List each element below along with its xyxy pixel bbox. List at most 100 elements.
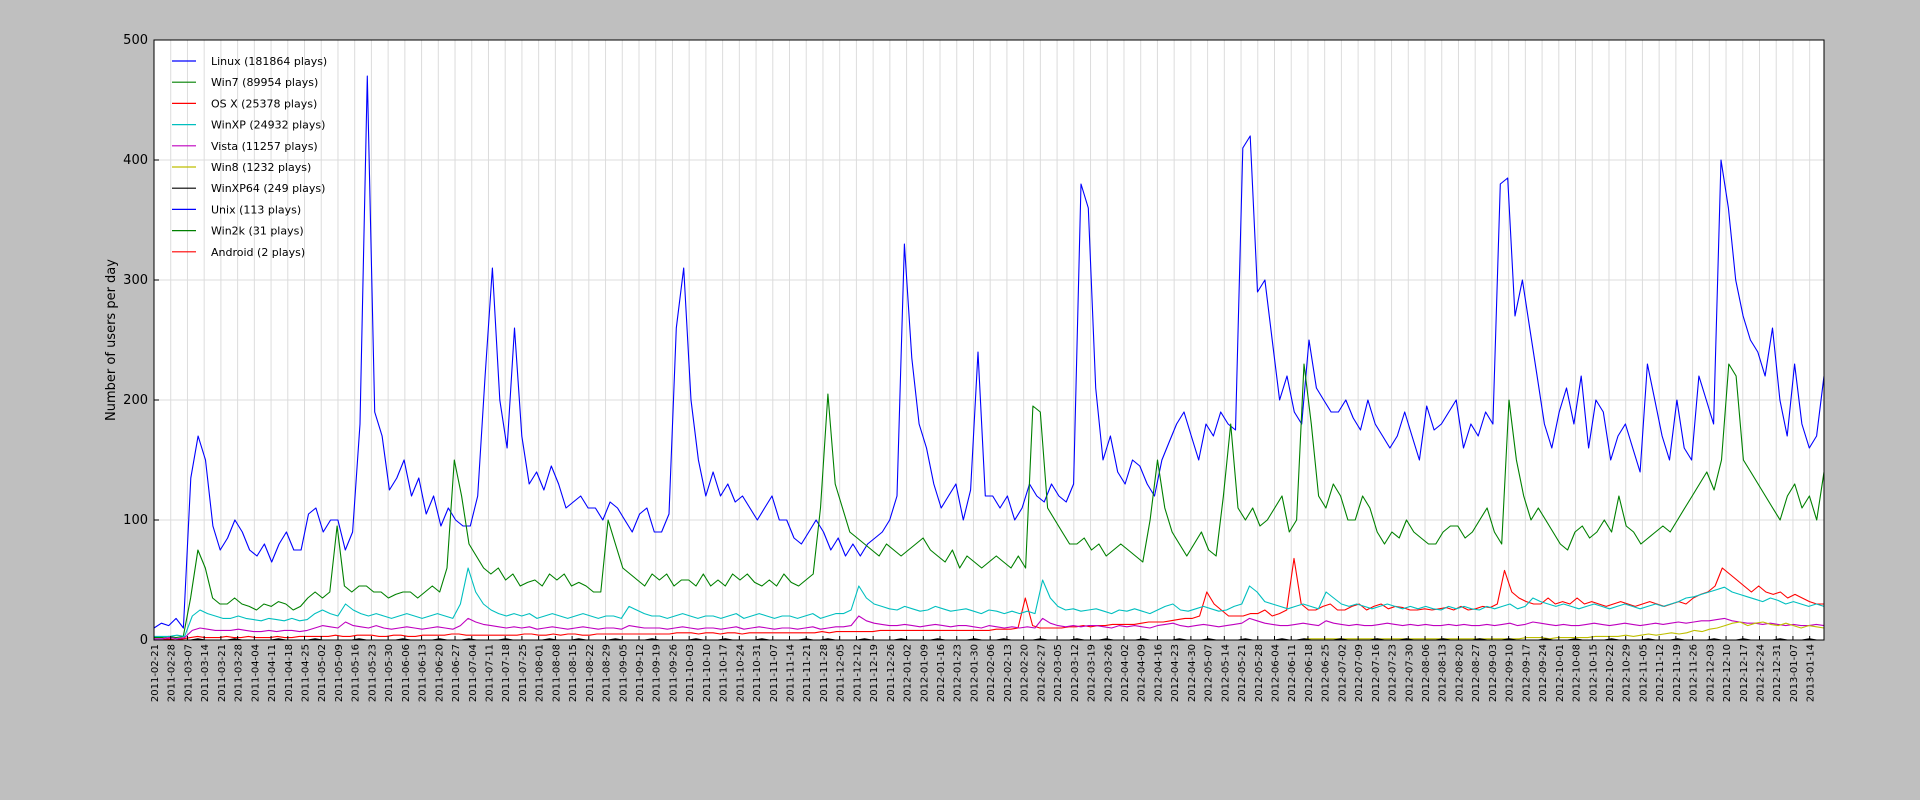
x-tick-label: 2012-11-26 (1689, 644, 1700, 702)
y-axis-label: Number of users per day (104, 259, 119, 421)
x-tick-label: 2011-06-20 (434, 644, 445, 702)
plot-frame (153, 39, 1825, 641)
x-tick-label: 2011-09-26 (668, 644, 679, 702)
x-tick-label: 2012-06-04 (1271, 644, 1282, 702)
x-tick-label: 2011-12-19 (869, 644, 880, 702)
y-tick-label: 100 (123, 513, 148, 528)
series-line-4 (154, 615, 1825, 640)
x-tick-label: 2012-02-13 (1003, 644, 1014, 702)
x-tick-label: 2012-04-23 (1170, 644, 1181, 702)
legend-label: Win7 (89954 plays) (211, 76, 318, 89)
x-tick-label: 2011-10-31 (752, 644, 763, 702)
x-tick-label: 2012-07-16 (1371, 644, 1382, 702)
x-tick-label: 2012-06-18 (1304, 644, 1315, 702)
x-tick-label: 2011-11-07 (769, 644, 780, 702)
x-tick-label: 2011-07-25 (518, 644, 529, 702)
x-tick-label: 2011-07-11 (484, 644, 495, 702)
y-tick-label: 0 (140, 633, 148, 648)
x-tick-label: 2012-03-19 (1087, 644, 1098, 702)
legend-label: Unix (113 plays) (211, 203, 301, 216)
x-tick-label: 2012-04-02 (1120, 644, 1131, 702)
x-tick-label: 2011-04-18 (284, 644, 295, 702)
x-tick-label: 2012-09-24 (1538, 644, 1549, 702)
x-axis-ticks: 2011-02-21 2011-02-28 2011-03-07 2011-03-14… (150, 636, 1817, 702)
x-tick-label: 2012-02-06 (986, 644, 997, 702)
x-tick-label: 2012-12-24 (1755, 644, 1766, 702)
plot-area (154, 40, 1824, 640)
x-tick-label: 2011-11-14 (786, 644, 797, 702)
x-tick-label: 2011-12-12 (852, 644, 863, 702)
x-tick-label: 2012-05-21 (1237, 644, 1248, 702)
series-line-2 (154, 557, 1824, 641)
x-tick-label: 2012-12-10 (1722, 644, 1733, 702)
x-tick-label: 2011-12-26 (886, 644, 897, 702)
x-tick-label: 2011-04-04 (250, 644, 261, 702)
x-tick-label: 2012-10-15 (1588, 644, 1599, 702)
x-tick-label: 2012-05-28 (1254, 644, 1265, 702)
legend-label: WinXP64 (249 plays) (211, 182, 325, 195)
x-tick-label: 2012-05-14 (1220, 644, 1231, 702)
x-tick-label: 2012-03-05 (1053, 644, 1064, 702)
x-tick-label: 2012-01-30 (969, 644, 980, 702)
x-tick-label: 2012-04-16 (1153, 644, 1164, 702)
x-tick-label: 2011-10-03 (685, 644, 696, 702)
x-tick-label: 2012-08-13 (1438, 644, 1449, 702)
x-tick-label: 2011-02-28 (167, 644, 178, 702)
legend-label: Win8 (1232 plays) (211, 161, 311, 174)
legend-label: Android (2 plays) (211, 246, 305, 259)
x-tick-label: 2011-09-19 (652, 644, 663, 702)
x-tick-label: 2012-01-02 (903, 644, 914, 702)
x-tick-label: 2012-07-02 (1337, 644, 1348, 702)
series-line-0 (153, 75, 1825, 629)
series-line-3 (154, 567, 1825, 637)
x-tick-label: 2011-11-28 (819, 644, 830, 702)
x-tick-label: 2011-07-18 (501, 644, 512, 702)
x-tick-label: 2012-08-20 (1454, 644, 1465, 702)
x-tick-label: 2011-12-05 (836, 644, 847, 702)
x-tick-label: 2013-01-14 (1806, 644, 1817, 702)
x-tick-label: 2011-05-23 (367, 644, 378, 702)
legend-label: OS X (25378 plays) (211, 97, 317, 110)
y-tick-label: 200 (123, 393, 148, 408)
y-tick-label: 300 (123, 273, 148, 288)
x-tick-label: 2011-05-09 (334, 644, 345, 702)
x-tick-label: 2012-09-17 (1521, 644, 1532, 702)
x-tick-label: 2011-08-15 (568, 644, 579, 702)
x-tick-label: 2012-02-27 (1036, 644, 1047, 702)
x-tick-label: 2012-10-08 (1572, 644, 1583, 702)
x-tick-label: 2011-08-08 (551, 644, 562, 702)
x-tick-label: 2012-10-22 (1605, 644, 1616, 702)
x-tick-label: 2011-07-04 (468, 644, 479, 702)
legend-label: Win2k (31 plays) (211, 225, 304, 238)
x-tick-label: 2011-08-29 (602, 644, 613, 702)
x-tick-label: 2012-12-31 (1772, 644, 1783, 702)
x-tick-label: 2011-03-21 (217, 644, 228, 702)
x-tick-label: 2012-07-23 (1388, 644, 1399, 702)
x-tick-label: 2011-09-05 (618, 644, 629, 702)
x-tick-label: 2012-03-12 (1070, 644, 1081, 702)
x-tick-label: 2011-10-24 (735, 644, 746, 702)
x-tick-label: 2011-11-21 (802, 644, 813, 702)
y-tick-label: 500 (123, 33, 148, 48)
x-tick-label: 2012-07-30 (1404, 644, 1415, 702)
x-tick-label: 2011-10-10 (702, 644, 713, 702)
x-tick-label: 2011-05-16 (351, 644, 362, 702)
legend: Linux (181864 plays) Win7 (89954 plays) OS… (172, 55, 327, 259)
x-tick-label: 2011-05-30 (384, 644, 395, 702)
grid (153, 39, 1824, 641)
x-tick-label: 2011-03-07 (183, 644, 194, 702)
x-tick-label: 2011-04-11 (267, 644, 278, 702)
x-tick-label: 2011-05-02 (317, 644, 328, 702)
x-tick-label: 2012-11-12 (1655, 644, 1666, 702)
x-tick-label: 2011-09-12 (635, 644, 646, 702)
legend-label: Vista (11257 plays) (211, 140, 318, 153)
x-tick-label: 2011-06-06 (401, 644, 412, 702)
x-tick-label: 2012-10-01 (1555, 644, 1566, 702)
x-tick-label: 2011-06-13 (418, 644, 429, 702)
x-tick-label: 2012-04-09 (1137, 644, 1148, 702)
x-tick-label: 2011-08-01 (535, 644, 546, 702)
x-tick-label: 2011-02-21 (150, 644, 161, 702)
series-line-1 (154, 363, 1825, 639)
x-tick-label: 2012-01-09 (919, 644, 930, 702)
